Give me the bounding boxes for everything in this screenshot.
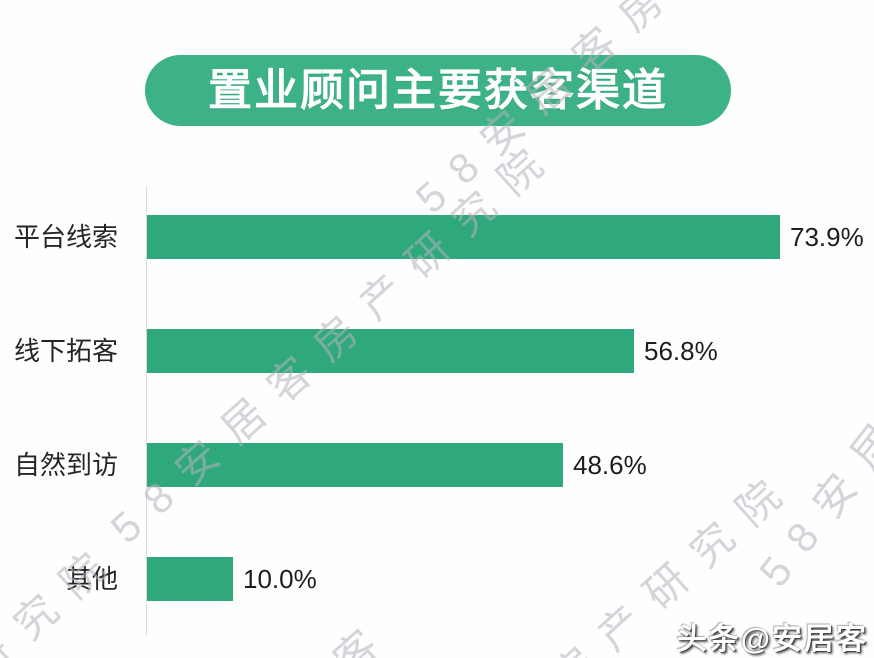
bar-value-label: 10.0%: [243, 564, 317, 594]
bar-category-label: 线下拓客: [13, 336, 118, 366]
y-axis-line: [146, 186, 147, 635]
bar: [147, 557, 233, 601]
watermark-text: 客: [324, 607, 403, 658]
bar: [147, 329, 634, 373]
bar-category-label: 自然到访: [13, 450, 118, 480]
chart-title: 置业顾问主要获客渠道: [208, 65, 668, 115]
bar-value-label: 56.8%: [644, 336, 718, 366]
chart-title-pill: 置业顾问主要获客渠道: [145, 55, 731, 126]
credit-watermark: 头条@安居客: [676, 623, 868, 656]
chart-row: 自然到访 48.6%: [0, 443, 874, 487]
bar-category-label: 其他: [65, 564, 118, 594]
bar-category-label: 平台线索: [13, 222, 118, 252]
bar-value-label: 48.6%: [573, 450, 647, 480]
chart-row: 线下拓客 56.8%: [0, 329, 874, 373]
bar: [147, 215, 780, 259]
bar: [147, 443, 563, 487]
bar-value-label: 73.9%: [790, 222, 864, 252]
chart-row: 平台线索 73.9%: [0, 215, 874, 259]
chart-row: 其他 10.0%: [0, 557, 874, 601]
